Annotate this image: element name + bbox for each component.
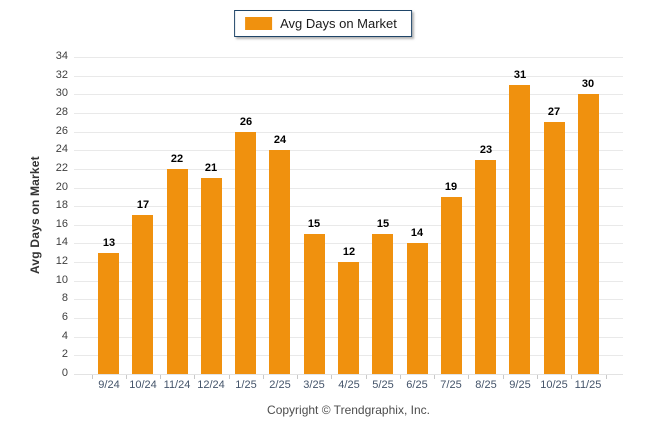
y-axis-tick-label: 16	[55, 218, 68, 230]
bar	[544, 122, 565, 374]
category-tick	[229, 375, 230, 379]
category-tick	[537, 375, 538, 379]
gridline	[74, 132, 623, 133]
bar-value-label: 15	[376, 218, 390, 230]
y-axis-tick-label: 14	[55, 236, 68, 248]
legend: Avg Days on Market	[234, 10, 412, 37]
category-tick	[606, 375, 607, 379]
category-tick	[434, 375, 435, 379]
y-axis-tick-label: 12	[55, 255, 68, 267]
y-axis-title: Avg Days on Market	[28, 156, 42, 275]
x-axis-tick-label: 7/25	[440, 379, 462, 391]
y-axis-tick-label: 22	[55, 162, 68, 174]
category-tick	[263, 375, 264, 379]
category-tick	[366, 375, 367, 379]
bar	[509, 85, 530, 374]
bar-value-label: 19	[444, 181, 458, 193]
x-axis-tick-label: 2/25	[269, 379, 291, 391]
y-axis-tick-label: 18	[55, 199, 68, 211]
x-axis-tick-label: 12/24	[197, 379, 225, 391]
y-axis-tick-label: 10	[55, 274, 68, 286]
gridline	[74, 150, 623, 151]
x-axis-tick-label: 11/25	[574, 379, 602, 391]
x-axis-tick-label: 1/25	[235, 379, 257, 391]
y-axis-tick-label: 30	[55, 87, 68, 99]
bar	[441, 197, 462, 374]
category-tick	[126, 375, 127, 379]
y-axis-tick-label: 24	[55, 143, 68, 155]
bar	[407, 243, 428, 374]
bar-value-label: 17	[136, 199, 150, 211]
bar	[338, 262, 359, 374]
bar-value-label: 30	[581, 78, 595, 90]
bar	[372, 234, 393, 374]
x-axis-tick-label: 5/25	[372, 379, 394, 391]
x-axis-tick-label: 4/25	[338, 379, 360, 391]
y-axis-tick-label: 6	[61, 311, 68, 323]
gridline	[74, 243, 623, 244]
x-axis-tick-label: 11/24	[163, 379, 191, 391]
bar	[98, 253, 119, 374]
bar	[304, 234, 325, 374]
x-axis-tick-label: 10/25	[540, 379, 568, 391]
category-tick	[571, 375, 572, 379]
x-axis-tick-label: 9/25	[509, 379, 531, 391]
x-axis-tick-label: 9/24	[98, 379, 120, 391]
y-axis-tick-label: 26	[55, 125, 68, 137]
category-tick	[92, 375, 93, 379]
category-tick	[297, 375, 298, 379]
x-axis-line	[74, 374, 623, 375]
gridline	[74, 57, 623, 58]
category-tick	[160, 375, 161, 379]
gridline	[74, 94, 623, 95]
bar	[201, 178, 222, 374]
x-axis-tick-label: 6/25	[406, 379, 428, 391]
y-axis-tick-label: 28	[55, 106, 68, 118]
bar-value-label: 26	[239, 116, 253, 128]
gridline	[74, 76, 623, 77]
y-axis-tick-label: 4	[61, 330, 68, 342]
bar-value-label: 15	[307, 218, 321, 230]
gridline	[74, 225, 623, 226]
bar	[269, 150, 290, 374]
y-axis-tick-label: 20	[55, 181, 68, 193]
category-tick	[503, 375, 504, 379]
bar-value-label: 27	[547, 106, 561, 118]
bar-value-label: 31	[513, 69, 527, 81]
y-axis-tick-label: 8	[61, 292, 68, 304]
category-tick	[194, 375, 195, 379]
category-tick	[400, 375, 401, 379]
y-axis-tick-label: 2	[61, 348, 68, 360]
gridline	[74, 113, 623, 114]
bar	[235, 132, 256, 374]
gridline	[74, 169, 623, 170]
copyright-text: Copyright © Trendgraphix, Inc.	[267, 403, 430, 417]
category-tick	[331, 375, 332, 379]
legend-label: Avg Days on Market	[280, 16, 397, 31]
bar-value-label: 24	[273, 134, 287, 146]
bar-value-label: 12	[342, 246, 356, 258]
gridline	[74, 206, 623, 207]
bar	[167, 169, 188, 374]
bar-value-label: 22	[170, 153, 184, 165]
legend-swatch-icon	[245, 17, 273, 30]
x-axis-tick-label: 3/25	[303, 379, 325, 391]
y-axis-tick-label: 32	[55, 69, 68, 81]
bar-value-label: 21	[204, 162, 218, 174]
bar-value-label: 23	[479, 144, 493, 156]
bar-value-label: 14	[410, 227, 424, 239]
x-axis-tick-label: 10/24	[129, 379, 157, 391]
bar-value-label: 13	[102, 237, 116, 249]
gridline	[74, 188, 623, 189]
x-axis-tick-label: 8/25	[475, 379, 497, 391]
bar	[475, 160, 496, 374]
category-tick	[468, 375, 469, 379]
bar	[132, 215, 153, 374]
y-axis-tick-label: 0	[61, 367, 68, 379]
bar	[578, 94, 599, 374]
y-axis-tick-label: 34	[55, 50, 68, 62]
